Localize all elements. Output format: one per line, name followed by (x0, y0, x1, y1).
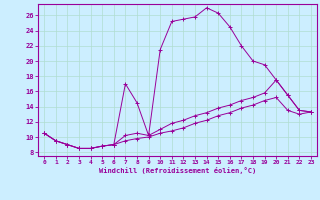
X-axis label: Windchill (Refroidissement éolien,°C): Windchill (Refroidissement éolien,°C) (99, 167, 256, 174)
